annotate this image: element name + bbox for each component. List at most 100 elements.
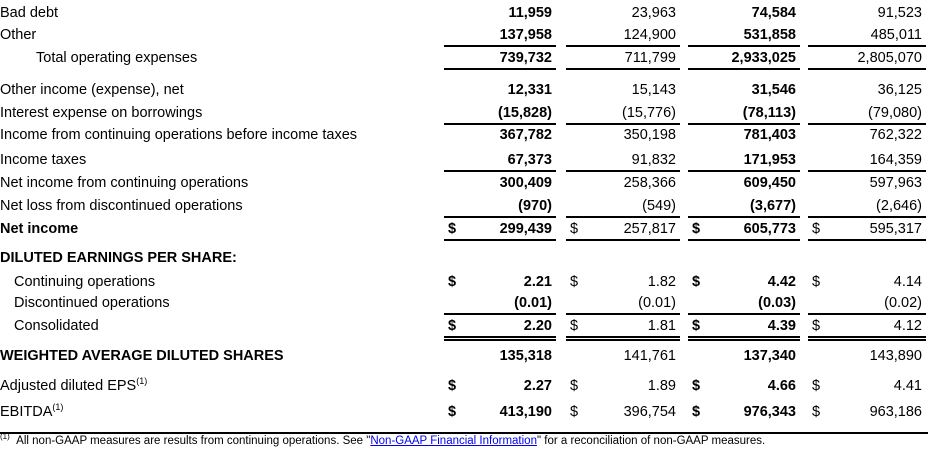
value-cell: (15,776) [566,103,680,123]
row-label: Interest expense on borrowings [0,103,202,123]
value: 2.21 [523,274,552,290]
underline-rule [566,170,680,172]
value-cell: 11,959 [444,3,556,23]
underline-rule [808,68,926,70]
underline-rule [566,239,680,241]
underline-rule [688,123,800,125]
table-row: Net income $299,439 $257,817 $605,773 $595,3… [0,219,928,239]
footnote-marker: (1) [0,432,10,442]
value-cell: $4.12 [808,316,926,336]
row-label-text: Consolidated [14,318,99,334]
value: 609,450 [743,175,796,191]
value: 976,343 [743,404,796,420]
value: 1.81 [647,318,676,334]
value-cell: 124,900 [566,25,680,45]
underline-rule [688,336,800,338]
value-cell: 135,318 [444,346,556,366]
value-cell: $1.82 [566,272,680,292]
row-label-text: WEIGHTED AVERAGE DILUTED SHARES [0,348,284,364]
value: 12,331 [507,82,552,98]
value: 300,409 [499,175,552,191]
value: 135,318 [499,348,552,364]
value: 4.12 [893,318,922,334]
underline-rule [444,68,556,70]
table-row: Other income (expense), net 12,331 15,143 3… [0,80,928,100]
value-cell: $1.89 [566,376,680,396]
value-cell: 91,523 [808,3,926,23]
value: 4.41 [893,378,922,394]
value-cell: $396,754 [566,402,680,422]
row-label: Continuing operations [14,272,155,292]
value-cell: (970) [444,196,556,216]
value-cell: $4.39 [688,316,800,336]
value-cell: 739,732 [444,48,556,68]
value-cell: $257,817 [566,219,680,239]
value-cell: $963,186 [808,402,926,422]
value: 2,805,070 [857,50,922,66]
value-cell: $605,773 [688,219,800,239]
value-cell: 23,963 [566,3,680,23]
table-row: Consolidated $2.20 $1.81 $4.39 $4.12 [0,316,928,336]
currency-symbol: $ [570,404,579,420]
value-cell: 485,011 [808,25,926,45]
row-label: DILUTED EARNINGS PER SHARE: [0,248,237,268]
value-cell: $595,317 [808,219,926,239]
underline-rule [808,339,926,341]
value-cell: $4.14 [808,272,926,292]
value-cell: 711,799 [566,48,680,68]
underline-rule [808,123,926,125]
table-row: Income taxes 67,373 91,832 171,953 164,359 [0,150,928,170]
underline-rule [688,216,800,218]
row-label: Income from continuing operations before… [0,125,357,145]
row-label-text: Other income (expense), net [0,82,184,98]
underline-rule [688,313,800,315]
value: 15,143 [631,82,676,98]
currency-symbol: $ [448,378,457,394]
value-cell: $2.21 [444,272,556,292]
value: (2,646) [876,198,922,214]
underline-rule [688,45,800,47]
value: (549) [642,198,676,214]
value-cell: 609,450 [688,173,800,193]
footnote-ref: (1) [52,402,64,413]
value-cell: (0.01) [444,293,556,313]
value: 413,190 [499,404,552,420]
value: 2.20 [523,318,552,334]
value: 137,340 [743,348,796,364]
table-row: Income from continuing operations before… [0,125,928,145]
value: 91,523 [877,5,922,21]
value-cell: 137,958 [444,25,556,45]
value: 258,366 [623,175,676,191]
non-gaap-link[interactable]: Non-GAAP Financial Information [370,435,537,447]
value: 1.82 [647,274,676,290]
underline-rule [444,170,556,172]
value-cell: (549) [566,196,680,216]
value-cell: 781,403 [688,125,800,145]
value: (970) [518,198,552,214]
currency-symbol: $ [570,221,579,237]
row-label: EBITDA(1) [0,402,63,422]
value-cell: (0.01) [566,293,680,313]
value: 137,958 [499,27,552,43]
value: (79,080) [867,105,922,121]
table-row: Continuing operations $2.21 $1.82 $4.42 $4.1… [0,272,928,292]
value: 595,317 [869,221,922,237]
underline-rule [808,239,926,241]
value: 23,963 [631,5,676,21]
value-cell: $2.20 [444,316,556,336]
value-cell: 350,198 [566,125,680,145]
value-cell: $299,439 [444,219,556,239]
value: (15,828) [497,105,552,121]
underline-rule [566,339,680,341]
footnote-ref: (1) [136,376,148,387]
row-label: Consolidated [14,316,99,336]
value-cell: 2,933,025 [688,48,800,68]
value-cell: (15,828) [444,103,556,123]
value-cell: $4.42 [688,272,800,292]
value-cell: 67,373 [444,150,556,170]
value: 67,373 [507,152,552,168]
underline-rule [688,339,800,341]
value: (0.01) [638,295,676,311]
table-row: DILUTED EARNINGS PER SHARE: [0,248,928,268]
underline-rule [444,239,556,241]
